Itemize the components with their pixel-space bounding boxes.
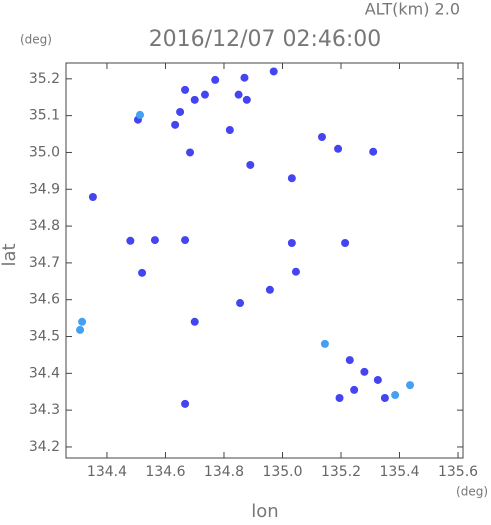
chart-title: 2016/12/07 02:46:00: [149, 27, 382, 52]
y-tick-label: 34.2: [29, 439, 60, 455]
radar-echo: [211, 75, 220, 84]
radar-echo: [136, 110, 145, 119]
radar-echo: [317, 132, 326, 141]
radar-echo: [360, 367, 369, 376]
radar-echo: [373, 375, 382, 384]
x-tick-label: 135.2: [321, 464, 361, 480]
radar-echo: [176, 107, 185, 116]
y-tick-label: 34.3: [29, 402, 60, 418]
x-unit: (deg): [456, 485, 488, 499]
radar-echo: [171, 120, 180, 129]
radar-echo: [242, 95, 251, 104]
y-tick-label: 34.8: [29, 218, 60, 234]
y-tick-label: 35.0: [29, 144, 60, 160]
x-tick-label: 134.6: [145, 464, 185, 480]
radar-echo: [334, 144, 343, 153]
radar-echo: [76, 325, 85, 334]
radar-echo: [291, 267, 300, 276]
radar-echo: [186, 148, 195, 157]
radar-echo: [236, 299, 245, 308]
radar-echo: [78, 317, 87, 326]
y-tick-label: 34.4: [29, 365, 60, 381]
radar-echo: [88, 192, 97, 201]
y-axis-label: lat: [0, 243, 20, 266]
radar-echo: [181, 85, 190, 94]
radar-echo: [190, 95, 199, 104]
radar-echo: [269, 67, 278, 76]
radar-echo: [265, 285, 274, 294]
radar-echo: [190, 317, 199, 326]
radar-echo: [350, 385, 359, 394]
radar-echo: [380, 393, 389, 402]
x-tick-label: 135.0: [262, 464, 302, 480]
radar-echo: [345, 356, 354, 365]
radar-echo: [150, 236, 159, 245]
x-tick-label: 135.6: [438, 464, 478, 480]
x-tick-label: 134.8: [204, 464, 244, 480]
y-unit: (deg): [20, 33, 52, 47]
radar-echo: [181, 236, 190, 245]
radar-echo: [225, 125, 234, 134]
radar-echo: [287, 239, 296, 248]
y-tick-label: 35.2: [29, 71, 60, 87]
radar-echo: [391, 391, 400, 400]
plot-frame: [65, 62, 464, 459]
radar-echo: [234, 90, 243, 99]
radar-echo: [240, 73, 249, 82]
radar-echo: [320, 339, 329, 348]
y-tick-label: 34.7: [29, 255, 60, 271]
y-tick-label: 34.6: [29, 292, 60, 308]
y-tick-label: 34.5: [29, 329, 60, 345]
radar-echo: [406, 381, 415, 390]
radar-echo: [138, 268, 147, 277]
radar-echo: [181, 399, 190, 408]
radar-echo: [369, 147, 378, 156]
x-axis-label: lon: [251, 501, 278, 521]
radar-echo: [287, 174, 296, 183]
radar-echo: [246, 160, 255, 169]
y-tick-label: 34.9: [29, 181, 60, 197]
radar-echo: [126, 236, 135, 245]
radar-echo: [335, 393, 344, 402]
altitude-label: ALT(km) 2.0: [365, 0, 460, 19]
radar-echo: [200, 90, 209, 99]
y-tick-label: 35.1: [29, 108, 60, 124]
radar-echo: [341, 239, 350, 248]
x-tick-label: 134.4: [87, 464, 127, 480]
x-tick-label: 135.4: [379, 464, 419, 480]
